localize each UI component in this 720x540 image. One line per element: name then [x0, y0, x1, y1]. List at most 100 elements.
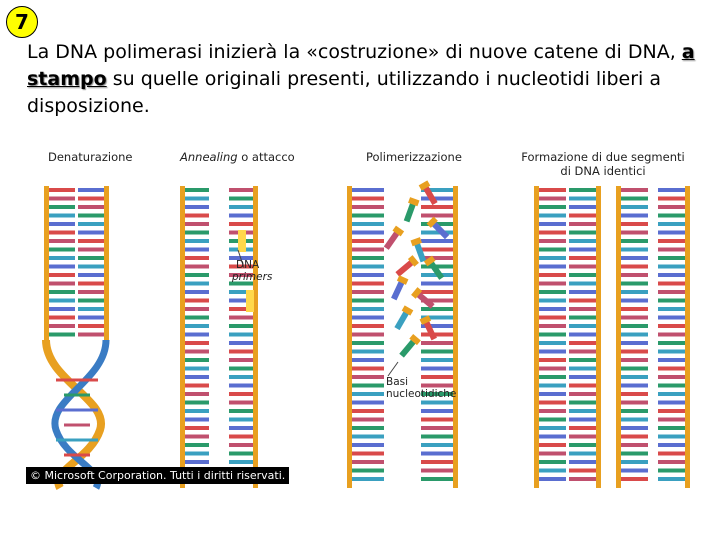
base-rung [569, 358, 596, 362]
nucleotide-base [423, 319, 437, 341]
base-rung [185, 426, 209, 430]
nucleotide-sugar [409, 334, 421, 346]
nucleotide-base [395, 259, 415, 277]
base-rung [569, 273, 596, 277]
base-rung [539, 196, 566, 201]
base-rung [569, 256, 596, 260]
base-rung [421, 468, 453, 473]
free-nucleotide [411, 287, 435, 309]
base-rung [229, 205, 253, 209]
base-rung [621, 383, 648, 388]
base-rung [421, 443, 453, 447]
base-rung [621, 315, 648, 320]
base-rung [78, 281, 104, 286]
base-rung [229, 324, 253, 328]
base-rung [569, 375, 596, 379]
base-rung [185, 213, 209, 218]
dna-strand [180, 186, 209, 488]
base-rung [352, 417, 384, 422]
base-rung [621, 196, 648, 201]
strand-backbone [44, 186, 49, 340]
base-rung [229, 315, 253, 320]
base-rung [658, 239, 685, 243]
nucleotide-sugar [426, 216, 438, 228]
base-rung [539, 375, 566, 379]
base-rung [621, 451, 648, 456]
base-rung [229, 443, 253, 447]
base-rung [658, 366, 685, 371]
base-rung [352, 332, 384, 337]
base-rung [78, 256, 104, 260]
base-rung [621, 426, 648, 430]
base-rung [539, 341, 566, 345]
base-rung [658, 451, 685, 456]
base-rung [185, 375, 209, 379]
base-rung [185, 273, 209, 277]
base-rung [658, 247, 685, 252]
base-rung [229, 213, 253, 218]
base-rung [621, 247, 648, 252]
base-rung [658, 417, 685, 422]
base-rung [78, 213, 104, 218]
free-nucleotide [410, 237, 427, 263]
base-rung [421, 196, 453, 201]
panel-title-polymerization: Polimerizzazione [366, 150, 462, 164]
base-rung [185, 460, 209, 464]
bases-label-line2: nucleotidiche [386, 388, 456, 400]
nucleotide-base [394, 309, 410, 331]
nucleotide-base [427, 260, 445, 280]
base-rung [185, 307, 209, 311]
base-rung [49, 324, 75, 328]
base-rung [49, 315, 75, 320]
base-rung [569, 298, 596, 303]
base-rung [658, 307, 685, 311]
base-rung [539, 366, 566, 371]
base-rung [621, 205, 648, 209]
base-rung [539, 477, 566, 481]
base-rung [352, 349, 384, 354]
base-rung [539, 383, 566, 388]
base-rung [352, 460, 384, 464]
base-rung [229, 188, 253, 192]
nucleotide-sugar [423, 255, 436, 267]
base-rung [229, 358, 253, 362]
base-rung [621, 400, 648, 405]
primers-label-line1: DNA [236, 259, 260, 271]
nucleotide-sugar [408, 197, 420, 207]
base-rung [658, 409, 685, 413]
base-rung [421, 451, 453, 456]
nucleotide-sugar [392, 225, 405, 237]
base-rung [185, 443, 209, 447]
base-rung [621, 307, 648, 311]
base-rung [352, 392, 384, 396]
dna-strand [569, 186, 601, 488]
base-rung [421, 417, 453, 422]
base-rung [352, 273, 384, 277]
base-rung [569, 222, 596, 226]
dna-primers [238, 230, 254, 312]
base-rung [569, 230, 596, 235]
base-rung [229, 366, 253, 371]
base-rung [185, 247, 209, 252]
base-rung [658, 264, 685, 269]
bases-callout: Basi nucleotidiche [386, 361, 456, 400]
base-rung [421, 375, 453, 379]
base-rung [539, 298, 566, 303]
base-rung [569, 205, 596, 209]
base-rung [185, 392, 209, 396]
base-rung [539, 315, 566, 320]
base-rung [569, 417, 596, 422]
base-rung [421, 349, 453, 354]
base-rung [352, 358, 384, 362]
free-nucleotide [383, 225, 405, 250]
base-rung [621, 409, 648, 413]
base-rung [185, 298, 209, 303]
base-rung [621, 477, 648, 481]
base-rung [621, 222, 648, 226]
free-nucleotide [418, 180, 438, 206]
base-rung [569, 349, 596, 354]
strand-backbone [685, 186, 690, 488]
base-rung [352, 341, 384, 345]
base-rung [658, 230, 685, 235]
base-rung [229, 375, 253, 379]
